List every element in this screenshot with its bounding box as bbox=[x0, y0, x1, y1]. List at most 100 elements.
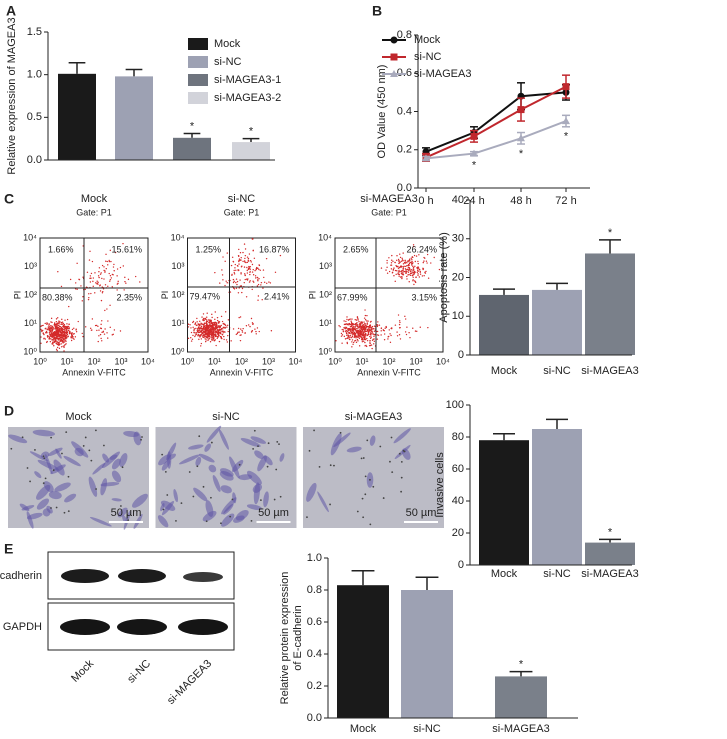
flow-event bbox=[355, 323, 357, 326]
flow-event bbox=[49, 335, 51, 338]
flow-event bbox=[57, 322, 59, 325]
cell bbox=[8, 434, 28, 444]
flow-event bbox=[67, 335, 69, 338]
flow-event bbox=[356, 328, 358, 330]
flow-event bbox=[245, 325, 248, 327]
flow-event bbox=[425, 260, 428, 262]
flow-event bbox=[356, 316, 359, 319]
flow-x-tick: 10¹ bbox=[60, 356, 73, 366]
flow-event bbox=[413, 254, 416, 257]
point bbox=[517, 106, 525, 114]
pore bbox=[175, 519, 177, 522]
pore bbox=[50, 507, 52, 509]
flow-event bbox=[108, 259, 110, 262]
cell bbox=[48, 491, 62, 500]
flow-event bbox=[260, 284, 262, 286]
flow-event bbox=[204, 338, 206, 340]
pore bbox=[362, 457, 365, 459]
flow-event bbox=[392, 269, 395, 271]
flow-event bbox=[223, 331, 226, 333]
flow-event bbox=[98, 271, 100, 273]
flow-event bbox=[350, 320, 352, 322]
flow-event bbox=[422, 261, 424, 264]
y-tick-label: 0 bbox=[458, 349, 464, 361]
flow-event bbox=[240, 266, 243, 268]
flow-event bbox=[242, 327, 244, 330]
flow-event bbox=[364, 333, 367, 336]
flow-event bbox=[249, 325, 251, 328]
quadrant-percent: 3.15% bbox=[411, 292, 437, 302]
pore bbox=[141, 436, 143, 438]
cell bbox=[29, 451, 49, 462]
pore bbox=[356, 510, 359, 513]
flow-event bbox=[208, 328, 210, 330]
flow-event bbox=[96, 280, 98, 282]
flow-event bbox=[385, 269, 387, 271]
flow-event bbox=[404, 318, 407, 320]
flow-event bbox=[258, 278, 260, 280]
cell bbox=[223, 503, 234, 515]
flow-event bbox=[398, 269, 400, 272]
flow-event bbox=[55, 331, 57, 333]
flow-event bbox=[116, 275, 118, 277]
flow-event bbox=[48, 332, 51, 334]
flow-event bbox=[100, 299, 103, 302]
flow-event bbox=[63, 331, 65, 334]
point bbox=[470, 132, 478, 140]
pore bbox=[318, 465, 321, 468]
cell bbox=[393, 428, 411, 444]
flow-event bbox=[207, 338, 210, 340]
cell bbox=[195, 456, 202, 467]
flow-event bbox=[408, 266, 410, 269]
flow-event bbox=[391, 259, 393, 261]
flow-event bbox=[364, 338, 367, 341]
flow-event bbox=[396, 335, 399, 337]
flow-event bbox=[393, 275, 395, 277]
flow-event bbox=[356, 332, 359, 334]
flow-event bbox=[400, 266, 402, 269]
flow-event bbox=[397, 271, 400, 273]
x-tick-label: si-NC bbox=[543, 365, 571, 377]
pore bbox=[390, 436, 393, 439]
blot-band bbox=[178, 619, 228, 635]
flow-event bbox=[211, 316, 213, 319]
flow-event bbox=[99, 333, 102, 336]
flow-event bbox=[404, 268, 407, 270]
flow-event bbox=[61, 329, 63, 331]
flow-event bbox=[401, 259, 404, 261]
flow-event bbox=[247, 278, 249, 280]
flow-event bbox=[53, 333, 55, 335]
cell bbox=[346, 446, 362, 453]
cell bbox=[47, 447, 63, 457]
flow-event bbox=[233, 269, 235, 272]
x-tick-label: 48 h bbox=[510, 195, 531, 207]
flow-event bbox=[51, 328, 54, 330]
flow-event bbox=[357, 325, 359, 328]
flow-event bbox=[346, 318, 348, 321]
flow-event bbox=[70, 332, 73, 335]
flow-event bbox=[408, 273, 410, 276]
flow-event bbox=[102, 330, 105, 333]
flow-event bbox=[64, 344, 66, 346]
flow-event bbox=[113, 329, 116, 331]
flow-event bbox=[358, 345, 361, 347]
flow-event bbox=[412, 244, 415, 246]
flow-event bbox=[50, 327, 52, 329]
quadrant-percent: 2.35% bbox=[116, 292, 142, 302]
flow-event bbox=[405, 269, 407, 271]
flow-event bbox=[401, 277, 403, 280]
flow-event bbox=[234, 267, 236, 269]
flow-event bbox=[418, 254, 420, 256]
flow-event bbox=[366, 322, 369, 324]
flow-event bbox=[338, 325, 340, 327]
flow-event bbox=[219, 326, 221, 329]
flow-event bbox=[427, 326, 429, 329]
flow-event bbox=[247, 260, 250, 262]
flow-event bbox=[107, 264, 109, 266]
flow-event bbox=[227, 319, 230, 321]
flow-event bbox=[352, 343, 354, 346]
flow-event bbox=[206, 312, 208, 314]
flow-event bbox=[113, 263, 115, 266]
flow-event bbox=[344, 326, 346, 329]
flow-x-tick: 10⁰ bbox=[181, 356, 195, 366]
